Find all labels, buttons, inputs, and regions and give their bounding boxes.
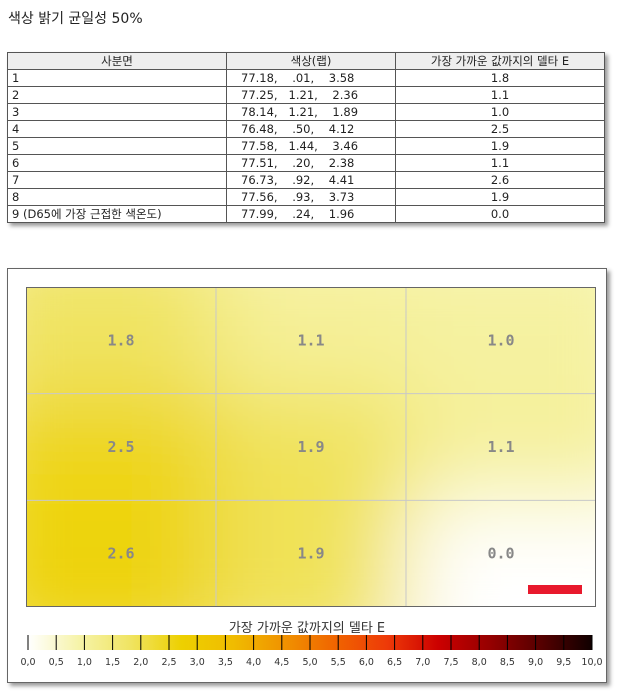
cell-value-label: 0.0 xyxy=(487,545,514,563)
color-lab-cell: 77.58, 1.44, 3.46 xyxy=(226,137,396,155)
cell-value-label: 1.1 xyxy=(487,438,514,456)
col-header-quadrant: 사분면 xyxy=(7,52,227,70)
delta-e-cell: 1.8 xyxy=(395,69,605,87)
colorbar-tick-label: 9,0 xyxy=(528,657,543,668)
quadrant-cell: 9 (D65에 가장 근접한 색온도) xyxy=(7,205,227,223)
colorbar-tick-label: 9,5 xyxy=(556,657,571,668)
heatmap-cell xyxy=(26,287,216,394)
colorbar-tick-label: 2,5 xyxy=(161,657,176,668)
colorbar-tick-label: 0,0 xyxy=(20,657,35,668)
colorbar-tick-label: 4,5 xyxy=(274,657,289,668)
cell-value-label: 1.9 xyxy=(297,545,324,563)
color-lab-cell: 77.56, .93, 3.73 xyxy=(226,188,396,206)
quadrant-cell: 5 xyxy=(7,137,227,155)
colorbar-tick-label: 6,5 xyxy=(387,657,402,668)
colorbar-tick-label: 0,5 xyxy=(49,657,64,668)
colorbar-tick-label: 3,0 xyxy=(190,657,205,668)
quadrant-cell: 3 xyxy=(7,103,227,121)
delta-e-cell: 1.1 xyxy=(395,86,605,104)
colorbar-tick-label: 7,5 xyxy=(443,657,458,668)
cell-value-label: 1.9 xyxy=(297,438,324,456)
quadrant-cell: 8 xyxy=(7,188,227,206)
table-row: 2 77.25, 1.21, 2.36 1.1 xyxy=(7,86,605,104)
page-title: 색상 밝기 균일성 50% xyxy=(8,11,143,27)
colorbar: 0,0 0,5 1,0 1,5 2,0 2,5 3,0 3,5 4,0 4,5 5,0 5,5 6,0 6… xyxy=(20,635,603,668)
colorbar-tick-label: 3,5 xyxy=(218,657,233,668)
colorbar-tick-label: 8,0 xyxy=(472,657,487,668)
table-row: 5 77.58, 1.44, 3.46 1.9 xyxy=(7,137,605,155)
uniformity-chart: 1.8 1.1 1.0 2.5 1.9 1.1 2.6 1.9 0.0 가장 가까운 값까지의 … xyxy=(7,268,607,683)
red-marker xyxy=(528,585,582,594)
color-lab-cell: 76.73, .92, 4.41 xyxy=(226,171,396,189)
colorbar-tick-label: 4,0 xyxy=(246,657,261,668)
color-lab-cell: 77.99, .24, 1.96 xyxy=(226,205,396,223)
col-header-color: 색상(랩) xyxy=(226,52,396,70)
quadrant-cell: 6 xyxy=(7,154,227,172)
plot-border xyxy=(26,287,596,607)
heatmap-cell xyxy=(26,500,216,607)
table-row: 7 76.73, .92, 4.41 2.6 xyxy=(7,171,605,189)
table-row: 3 78.14, 1.21, 1.89 1.0 xyxy=(7,103,605,121)
colorbar-tick-label: 8,5 xyxy=(500,657,515,668)
col-header-delta-e: 가장 가까운 값까지의 델타 E xyxy=(395,52,605,70)
heatmap-cell xyxy=(216,393,406,501)
colorbar-tick-label: 1,5 xyxy=(105,657,120,668)
heatmap-cell xyxy=(406,393,596,501)
heatmap-cell xyxy=(406,287,596,394)
cell-value-label: 2.5 xyxy=(107,438,134,456)
heatmap: 1.8 1.1 1.0 2.5 1.9 1.1 2.6 1.9 0.0 xyxy=(26,287,596,607)
delta-e-cell: 2.5 xyxy=(395,120,605,138)
table-row: 4 76.48, .50, 4.12 2.5 xyxy=(7,120,605,138)
quadrant-cell: 1 xyxy=(7,69,227,87)
delta-e-cell: 1.9 xyxy=(395,188,605,206)
table-row: 1 77.18, .01, 3.58 1.8 xyxy=(7,69,605,87)
colorbar-title: 가장 가까운 값까지의 델타 E xyxy=(228,621,386,636)
colorbar-tick-label: 5,0 xyxy=(302,657,317,668)
cell-value-label: 1.8 xyxy=(107,331,134,349)
colorbar-tick-label: 1,0 xyxy=(77,657,92,668)
quadrant-cell: 7 xyxy=(7,171,227,189)
table-row: 9 (D65에 가장 근접한 색온도) 77.99, .24, 1.96 0.0 xyxy=(7,205,605,223)
color-lab-cell: 76.48, .50, 4.12 xyxy=(226,120,396,138)
table-row: 8 77.56, .93, 3.73 1.9 xyxy=(7,188,605,206)
measurement-table: 사분면 색상(랩) 가장 가까운 값까지의 델타 E 1 77.18, .01, … xyxy=(7,52,605,223)
table-row: 6 77.51, .20, 2.38 1.1 xyxy=(7,154,605,172)
heatmap-cell xyxy=(216,500,406,607)
color-lab-cell: 78.14, 1.21, 1.89 xyxy=(226,103,396,121)
delta-e-cell: 1.9 xyxy=(395,137,605,155)
color-lab-cell: 77.25, 1.21, 2.36 xyxy=(226,86,396,104)
heatmap-cell xyxy=(216,287,406,394)
delta-e-cell: 1.0 xyxy=(395,103,605,121)
quadrant-cell: 2 xyxy=(7,86,227,104)
quadrant-cell: 4 xyxy=(7,120,227,138)
cell-value-label: 1.0 xyxy=(487,331,514,349)
delta-e-cell: 0.0 xyxy=(395,205,605,223)
cell-value-label: 1.1 xyxy=(297,331,324,349)
colorbar-tick-label: 2,0 xyxy=(133,657,148,668)
heatmap-cell xyxy=(26,393,216,501)
delta-e-cell: 2.6 xyxy=(395,171,605,189)
colorbar-tick-label: 5,5 xyxy=(331,657,346,668)
colorbar-tick-label: 6,0 xyxy=(359,657,374,668)
color-lab-cell: 77.51, .20, 2.38 xyxy=(226,154,396,172)
delta-e-cell: 1.1 xyxy=(395,154,605,172)
colorbar-tick-label: 7,0 xyxy=(415,657,430,668)
cell-value-label: 2.6 xyxy=(107,545,134,563)
color-lab-cell: 77.18, .01, 3.58 xyxy=(226,69,396,87)
colorbar-tick-label: 10,0 xyxy=(581,657,602,668)
